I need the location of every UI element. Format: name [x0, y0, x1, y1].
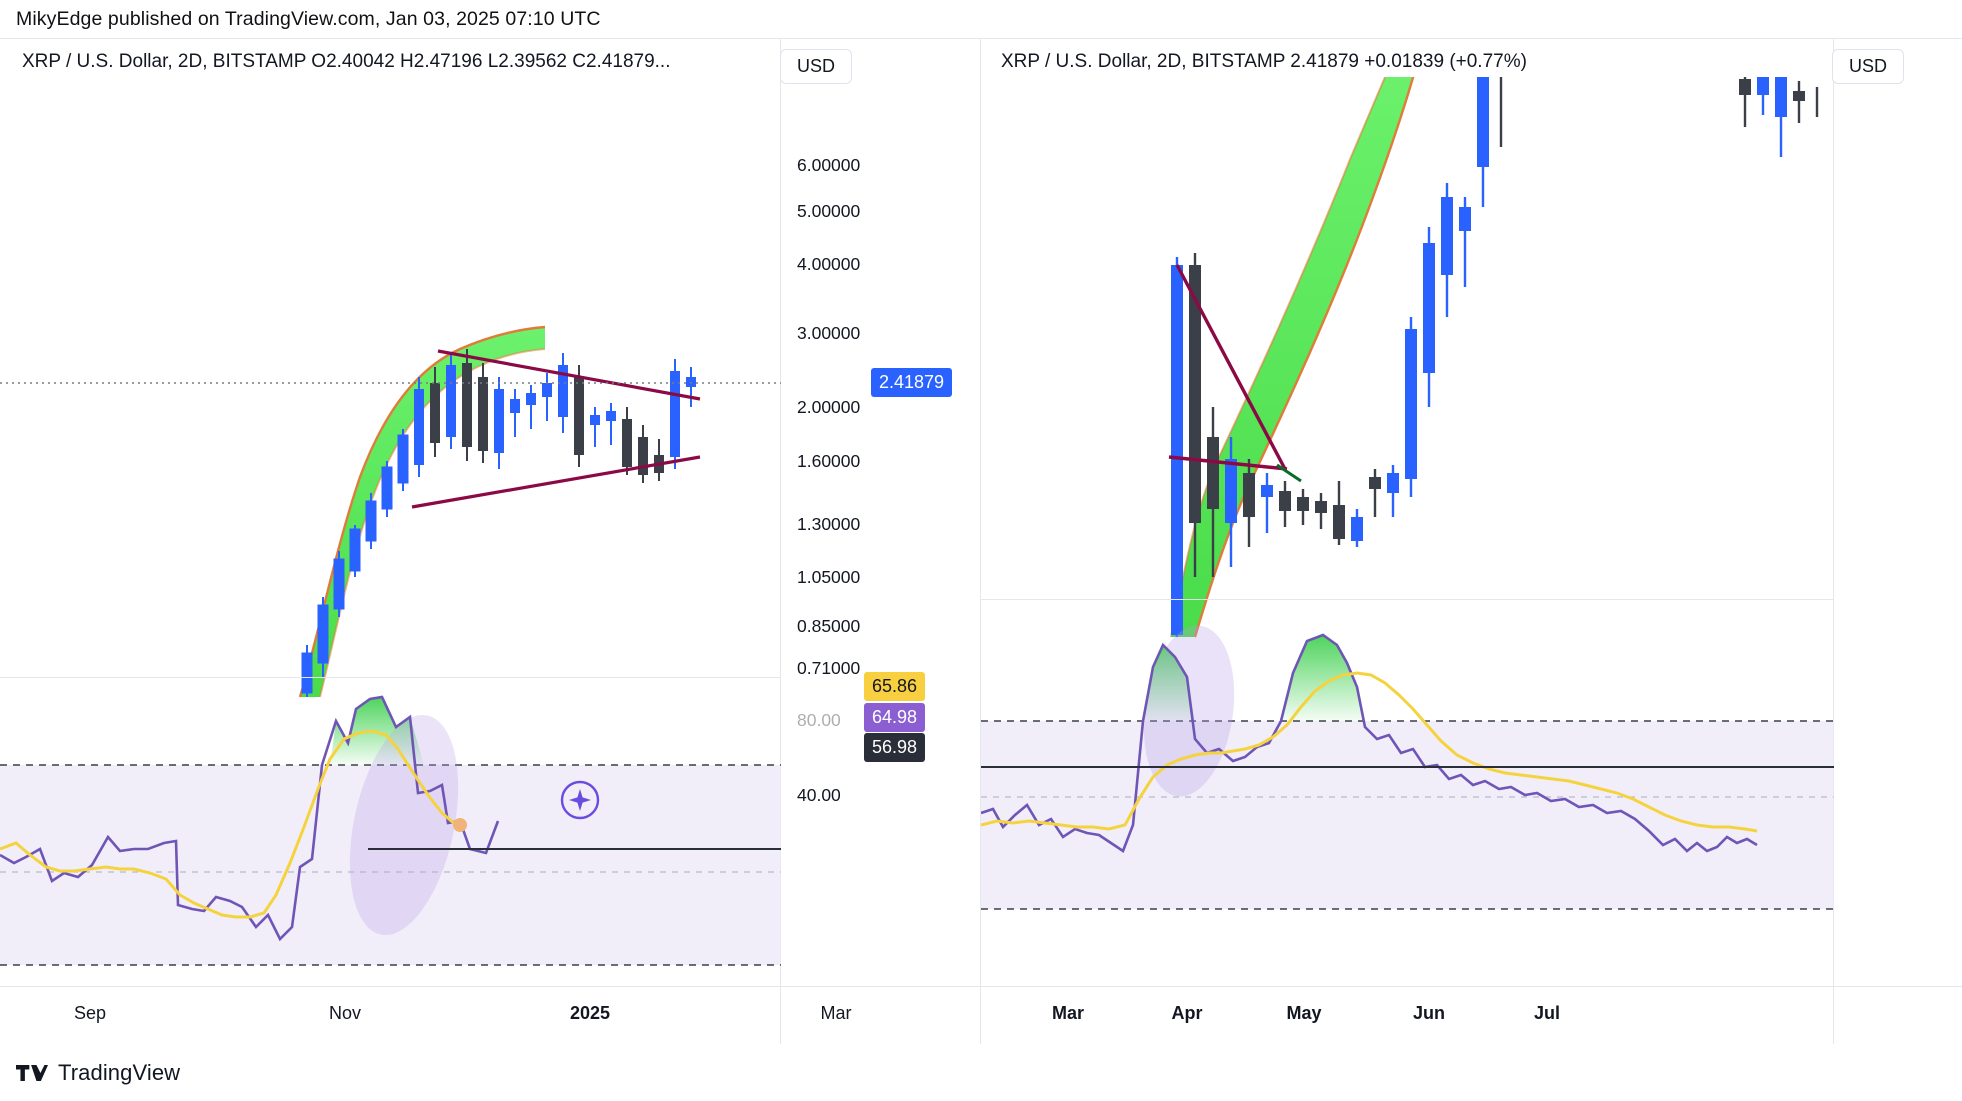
- sparkle-circle-icon[interactable]: [559, 779, 601, 821]
- right-rsi-fill-1: [1143, 645, 1195, 721]
- right-price-axis-separator: [1833, 39, 1834, 1044]
- footer-brand: TradingView: [58, 1059, 181, 1085]
- left-pane-divider: [0, 677, 781, 678]
- price-tick: 4.00000: [797, 254, 861, 274]
- right-trendlines[interactable]: [1168, 264, 1288, 471]
- price-tick: 6.00000: [797, 155, 861, 175]
- time-tick: Sep: [73, 1003, 107, 1023]
- left-candles: [301, 349, 696, 697]
- left-chart-pane[interactable]: XRP / U.S. Dollar, 2D, BITSTAMP O2.40042…: [0, 38, 981, 1044]
- right-rsi-fill-2: [1281, 635, 1365, 721]
- publisher-header: MikyEdge published on TradingView.com, J…: [0, 0, 1962, 38]
- left-rsi-highlight-ellipse: [349, 714, 459, 936]
- left-rsi-pill-yellow: 65.86: [864, 672, 926, 701]
- price-tick: 3.00000: [797, 323, 861, 343]
- rsi-tick: 40.00: [797, 785, 841, 805]
- time-tick: May: [1286, 1003, 1322, 1023]
- left-rsi-pill-purple: 64.98: [864, 703, 926, 732]
- left-time-axis[interactable]: Sep Nov 2025 Mar: [0, 986, 980, 1044]
- left-price-axis-separator: [780, 39, 781, 1044]
- right-chart-pane[interactable]: XRP / U.S. Dollar, 2D, BITSTAMP 2.41879 …: [981, 38, 1962, 1044]
- left-rsi-signal-line: [0, 729, 457, 919]
- tradingview-logo-icon: [16, 1064, 48, 1081]
- right-rsi-chart-canvas[interactable]: [981, 599, 1834, 989]
- price-tick: 2.00000: [797, 397, 861, 417]
- price-tick: 0.71000: [797, 658, 861, 678]
- price-tick: 5.00000: [797, 201, 861, 221]
- left-chart-legend: XRP / U.S. Dollar, 2D, BITSTAMP O2.40042…: [22, 51, 671, 72]
- left-currency-badge[interactable]: USD: [779, 49, 852, 84]
- right-rsi-line: [981, 633, 1758, 853]
- right-chart-legend: XRP / U.S. Dollar, 2D, BITSTAMP 2.41879 …: [1001, 51, 1527, 72]
- right-rsi-band: [981, 721, 1834, 909]
- right-breakout-mark: [1276, 463, 1302, 483]
- right-ma-ribbon: [1171, 77, 1414, 637]
- price-tick: 1.05000: [797, 567, 861, 587]
- right-price-chart-canvas[interactable]: [981, 77, 1834, 837]
- left-current-price-pill: 2.41879: [871, 368, 953, 397]
- time-tick: 2025: [569, 1003, 611, 1023]
- right-currency-badge[interactable]: USD: [1831, 49, 1904, 84]
- right-time-axis[interactable]: Mar Apr May Jun Jul: [981, 986, 1962, 1044]
- left-price-chart-canvas[interactable]: [0, 77, 781, 837]
- time-tick: Apr: [1171, 1003, 1203, 1023]
- left-rsi-line: [0, 695, 500, 942]
- left-rsi-signal-dot: [453, 818, 467, 832]
- left-rsi-pill-dark: 56.98: [864, 733, 926, 762]
- right-rsi-signal-line: [981, 671, 1758, 833]
- rsi-tick: 80.00: [797, 710, 841, 730]
- price-tick: 1.30000: [797, 514, 861, 534]
- time-tick: Mar: [820, 1003, 852, 1023]
- right-pane-divider: [981, 599, 1834, 600]
- charts-row: XRP / U.S. Dollar, 2D, BITSTAMP O2.40042…: [0, 38, 1962, 1044]
- time-tick: Nov: [328, 1003, 362, 1023]
- time-tick: Jun: [1412, 1003, 1446, 1023]
- publisher-text: MikyEdge published on TradingView.com, J…: [16, 7, 601, 30]
- left-rsi-band: [0, 765, 781, 965]
- right-candles: [1171, 77, 1819, 637]
- time-tick: Mar: [1051, 1003, 1085, 1023]
- price-tick: 0.85000: [797, 616, 861, 636]
- time-tick: Jul: [1533, 1003, 1561, 1023]
- left-rsi-chart-canvas[interactable]: [0, 677, 781, 987]
- left-triangle-trendlines[interactable]: [411, 349, 701, 509]
- price-tick: 1.60000: [797, 451, 861, 471]
- footer: TradingView: [0, 1044, 1962, 1101]
